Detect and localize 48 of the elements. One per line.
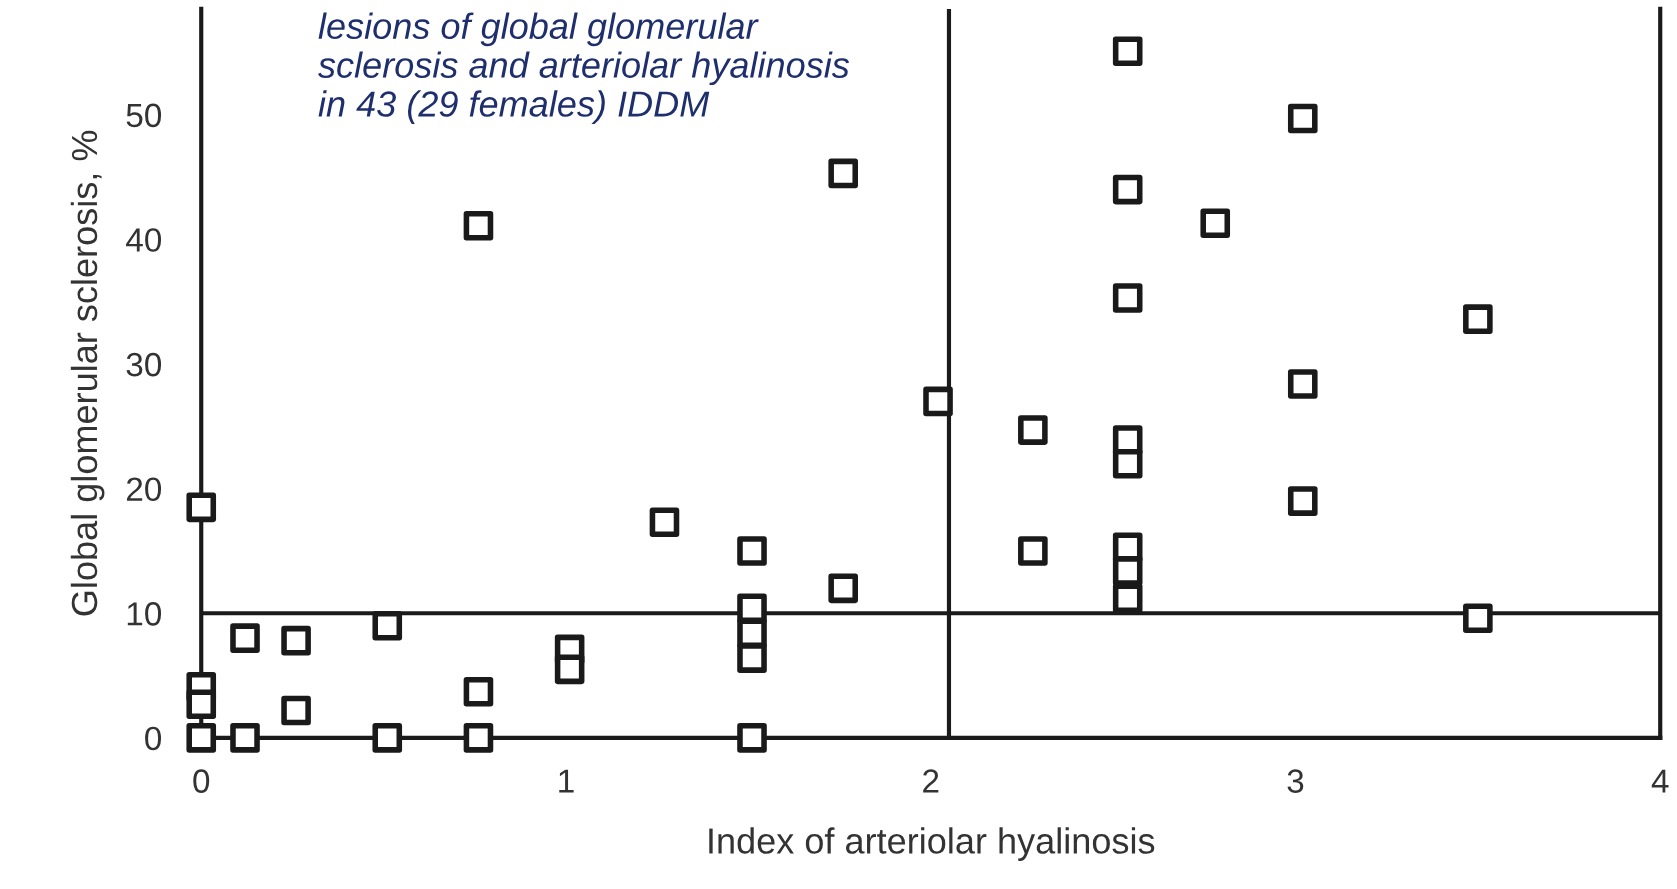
point <box>923 386 953 417</box>
point <box>1287 369 1318 399</box>
point <box>230 723 260 753</box>
point <box>372 723 403 753</box>
x-tick-label: 0 <box>193 769 210 793</box>
point <box>372 610 403 641</box>
x-tick-label: 2 <box>923 769 939 793</box>
point <box>1112 583 1143 614</box>
y-tick-label: 50 <box>126 103 162 128</box>
point <box>186 723 217 753</box>
x-axis-title: Index of arteriolar hyalinosis <box>709 827 1155 861</box>
point <box>828 158 858 189</box>
y-tick-label: 20 <box>126 477 162 502</box>
y-tick-label: 0 <box>145 726 162 751</box>
point <box>1018 415 1048 445</box>
point <box>186 492 217 523</box>
point <box>463 676 494 707</box>
annotation: lesions of global glomerular sclerosis and arteriolar hyalinosis in 43 (29 females) IDDM <box>318 12 850 124</box>
point <box>1287 103 1318 134</box>
point <box>554 654 585 685</box>
point <box>463 723 494 753</box>
point <box>1112 448 1143 479</box>
point <box>1200 208 1231 239</box>
point <box>1018 536 1048 566</box>
point <box>1112 174 1143 205</box>
point <box>1287 486 1318 516</box>
point <box>737 723 767 753</box>
y-tick-label: 10 <box>127 602 162 626</box>
x-tick-label: 1 <box>559 769 574 793</box>
x-tick-label: 4 <box>1651 769 1669 793</box>
y-axis-title: Global glomerular sclerosis, % <box>70 130 105 616</box>
point <box>737 643 767 673</box>
point <box>737 536 767 566</box>
point <box>281 625 311 656</box>
point <box>1463 304 1493 334</box>
point <box>463 210 494 241</box>
point <box>281 695 311 726</box>
point <box>186 689 217 720</box>
y-tick-label: 30 <box>126 352 162 377</box>
y-tick-label: 40 <box>126 228 162 252</box>
point <box>1112 556 1143 586</box>
point <box>1112 36 1143 67</box>
point <box>1112 283 1143 313</box>
x-tick-label: 3 <box>1287 769 1304 793</box>
point <box>828 573 858 604</box>
point <box>230 623 260 653</box>
point <box>1463 603 1493 634</box>
point <box>649 507 680 538</box>
